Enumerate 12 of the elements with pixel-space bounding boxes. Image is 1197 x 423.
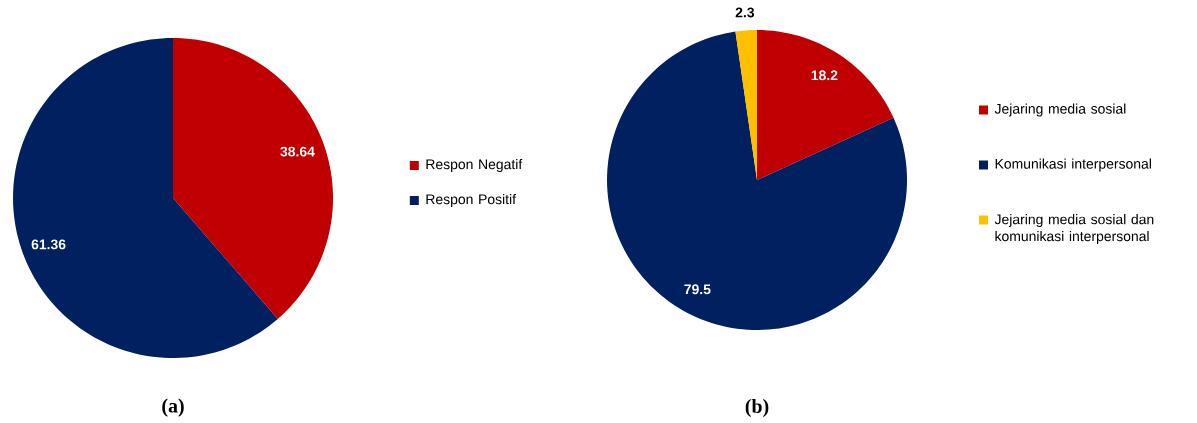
legend-label: Respon Positif	[426, 193, 517, 207]
data-label: 2.3	[735, 7, 755, 18]
legend-label: Komunikasi interpersonal	[995, 158, 1151, 172]
legend-label: Jejaring media sosial	[994, 103, 1126, 117]
data-label: 38.64	[280, 146, 315, 157]
text: (b)	[745, 398, 769, 418]
data-label: 61.36	[31, 239, 66, 250]
text: (a)	[162, 398, 184, 417]
data-label: 18.2	[811, 70, 838, 81]
legend-label: Respon Negatif	[426, 159, 523, 172]
legend-label: Jejaring media sosial dan komunikasi interpersonal	[994, 214, 1154, 244]
data-label: 79.5	[684, 284, 711, 295]
